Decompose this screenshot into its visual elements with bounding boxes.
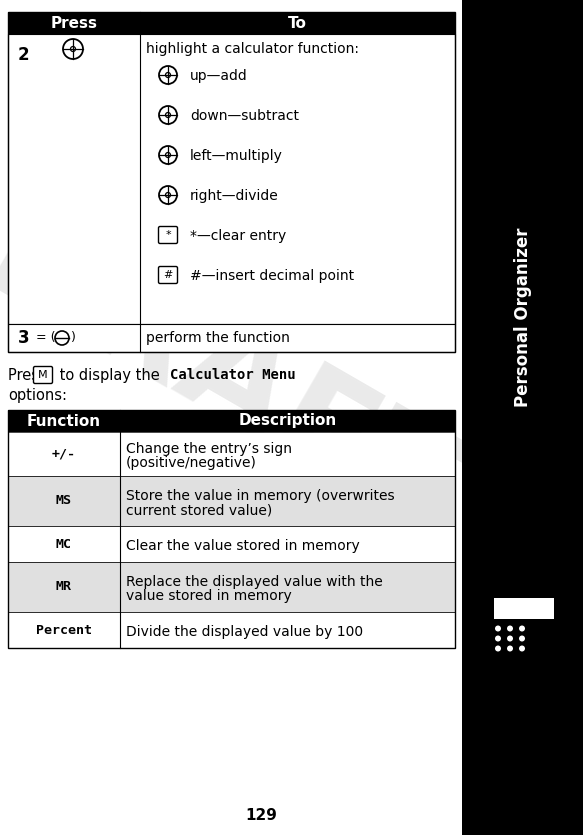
Bar xyxy=(462,0,583,835)
Text: value stored in memory: value stored in memory xyxy=(126,589,292,603)
Circle shape xyxy=(507,625,513,631)
Text: left—multiply: left—multiply xyxy=(190,149,283,163)
Text: (positive/negative): (positive/negative) xyxy=(126,456,257,470)
Bar xyxy=(8,12,455,34)
Bar xyxy=(8,34,455,324)
Text: Press: Press xyxy=(8,368,51,383)
Circle shape xyxy=(507,645,513,651)
Circle shape xyxy=(495,635,501,641)
Text: Calculator Menu: Calculator Menu xyxy=(170,368,296,382)
Text: perform the function: perform the function xyxy=(146,331,290,345)
Text: *—clear entry: *—clear entry xyxy=(190,229,286,243)
Circle shape xyxy=(507,635,513,641)
Text: Personal Organizer: Personal Organizer xyxy=(514,228,532,407)
FancyBboxPatch shape xyxy=(159,226,177,244)
Circle shape xyxy=(519,645,525,651)
Text: #: # xyxy=(163,270,173,280)
Text: 129: 129 xyxy=(245,808,278,823)
Text: +/-: +/- xyxy=(52,448,76,460)
Bar xyxy=(8,432,455,476)
Text: #—insert decimal point: #—insert decimal point xyxy=(190,269,354,283)
Text: ): ) xyxy=(71,331,76,345)
Text: Change the entry’s sign: Change the entry’s sign xyxy=(126,442,292,456)
Text: Store the value in memory (overwrites: Store the value in memory (overwrites xyxy=(126,489,395,503)
Text: to display the: to display the xyxy=(55,368,164,383)
Circle shape xyxy=(495,625,501,631)
Text: MR: MR xyxy=(56,580,72,594)
Text: Divide the displayed value by 100: Divide the displayed value by 100 xyxy=(126,625,363,639)
Text: 2: 2 xyxy=(18,46,30,64)
Text: *: * xyxy=(165,230,171,240)
Circle shape xyxy=(495,645,501,651)
Text: options:: options: xyxy=(8,388,67,403)
Text: M: M xyxy=(38,370,48,380)
Bar xyxy=(494,598,554,619)
Text: down—subtract: down—subtract xyxy=(190,109,299,123)
Text: Percent: Percent xyxy=(36,624,92,636)
Text: Description: Description xyxy=(238,413,336,428)
Text: Replace the displayed value with the: Replace the displayed value with the xyxy=(126,575,383,589)
Text: To: To xyxy=(288,16,307,31)
Bar xyxy=(8,324,455,352)
FancyBboxPatch shape xyxy=(484,586,564,664)
FancyBboxPatch shape xyxy=(159,266,177,284)
Text: Press: Press xyxy=(51,16,97,31)
Circle shape xyxy=(519,625,525,631)
Bar xyxy=(8,526,455,562)
Text: 3: 3 xyxy=(18,329,30,347)
Text: = (: = ( xyxy=(36,331,55,345)
Text: Clear the value stored in memory: Clear the value stored in memory xyxy=(126,539,360,553)
Bar xyxy=(8,562,455,612)
Text: highlight a calculator function:: highlight a calculator function: xyxy=(146,42,359,56)
Text: up—add: up—add xyxy=(190,69,248,83)
Circle shape xyxy=(519,635,525,641)
Text: MS: MS xyxy=(56,494,72,508)
Bar xyxy=(8,12,455,352)
Bar xyxy=(8,410,455,432)
Bar xyxy=(8,612,455,648)
Text: current stored value): current stored value) xyxy=(126,503,272,517)
Text: Function: Function xyxy=(27,413,101,428)
Bar xyxy=(8,410,455,648)
Text: MC: MC xyxy=(56,538,72,550)
FancyBboxPatch shape xyxy=(33,367,52,383)
Text: DRAFT: DRAFT xyxy=(0,192,479,569)
Text: right—divide: right—divide xyxy=(190,189,279,203)
Bar xyxy=(8,476,455,526)
